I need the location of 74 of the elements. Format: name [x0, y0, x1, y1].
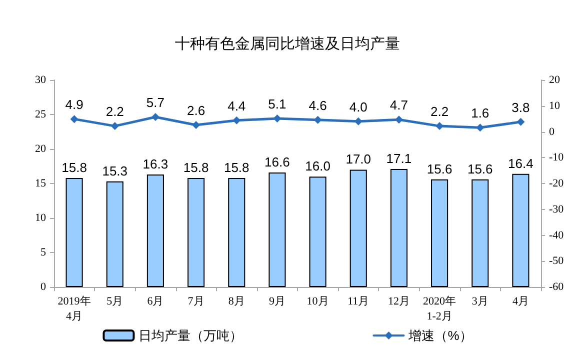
data-label: 15.8 [62, 160, 87, 175]
x-tick-label: 9月 [268, 296, 286, 308]
y-tick-label: 10 [35, 212, 46, 224]
data-label: 17.0 [346, 152, 372, 167]
data-label: 15.3 [102, 163, 128, 178]
data-label: 15.6 [467, 161, 493, 176]
bar [106, 181, 124, 287]
bar [188, 178, 205, 287]
point [70, 115, 78, 124]
bar [350, 170, 367, 287]
point [516, 118, 525, 126]
x-tick-label: 8月 [228, 296, 245, 308]
data-label: 16.0 [305, 158, 330, 174]
legend-label: 日均产量（万吨） [138, 328, 243, 343]
y2-tick-label: -30 [549, 203, 564, 216]
x-tick-label: 10月 [306, 296, 329, 308]
data-label: 4.0 [349, 99, 368, 114]
x-tick-label: 7月 [188, 296, 204, 308]
x-tick-label: 11月 [348, 296, 370, 308]
y-tick-label: 0 [40, 281, 46, 293]
point [151, 113, 160, 121]
data-label: 5.1 [268, 96, 286, 112]
bar [268, 172, 286, 287]
data-label: 1.6 [471, 106, 490, 121]
x-tick-label: 12月 [388, 296, 410, 308]
x-tick-label: 2020年 1-2月 [423, 296, 456, 322]
bar [390, 169, 408, 287]
bar [309, 176, 326, 287]
y-tick-label: 15 [35, 178, 46, 190]
data-label: 17.1 [386, 151, 412, 166]
x-tick-label: 6月 [147, 296, 164, 308]
data-label: 15.8 [224, 160, 250, 175]
y2-tick-label: -40 [549, 229, 564, 242]
y2-tick-label: 0 [549, 126, 555, 138]
data-label: 2.2 [106, 104, 124, 120]
data-label: 15.6 [426, 161, 452, 176]
y-tick-label: 30 [35, 74, 46, 86]
data-label: 2.6 [187, 103, 206, 118]
bar [431, 179, 448, 287]
chart-title: 十种有色金属同比增速及日均产量 [175, 36, 400, 52]
point [476, 124, 484, 132]
point [192, 121, 200, 130]
bar [472, 179, 489, 287]
y-tick-label: 20 [35, 143, 46, 155]
y2-tick-label: -50 [549, 255, 564, 268]
y2-tick-label: -10 [549, 152, 564, 164]
data-label: 4.6 [308, 98, 327, 113]
data-label: 3.8 [512, 100, 530, 115]
data-label: 16.6 [264, 154, 290, 170]
x-tick-label: 4月 [512, 296, 529, 308]
y-tick-label: 5 [40, 246, 46, 258]
bar [66, 178, 83, 287]
legend-label: 增速（%） [408, 328, 472, 343]
x-tick-label: 2019年 4月 [58, 296, 91, 322]
data-label: 5.7 [146, 95, 164, 110]
bar [146, 174, 164, 287]
data-label: 2.2 [430, 104, 449, 120]
bar [228, 178, 246, 287]
y2-tick-label: -20 [549, 178, 564, 190]
y2-tick-label: 10 [549, 100, 560, 112]
point [273, 114, 282, 123]
y2-tick-label: 20 [549, 74, 560, 86]
data-label: 4.7 [390, 98, 408, 113]
data-label: 15.8 [183, 160, 209, 175]
data-label: 4.4 [228, 98, 246, 114]
x-tick-label: 3月 [472, 296, 488, 308]
bar [512, 174, 530, 287]
data-label: 16.3 [142, 156, 168, 172]
y2-tick-label: -60 [549, 281, 564, 293]
data-label: 16.4 [508, 156, 534, 171]
y-tick-label: 25 [35, 108, 46, 120]
x-tick-label: 5月 [106, 296, 124, 308]
data-label: 4.9 [65, 97, 84, 112]
point [110, 122, 119, 130]
